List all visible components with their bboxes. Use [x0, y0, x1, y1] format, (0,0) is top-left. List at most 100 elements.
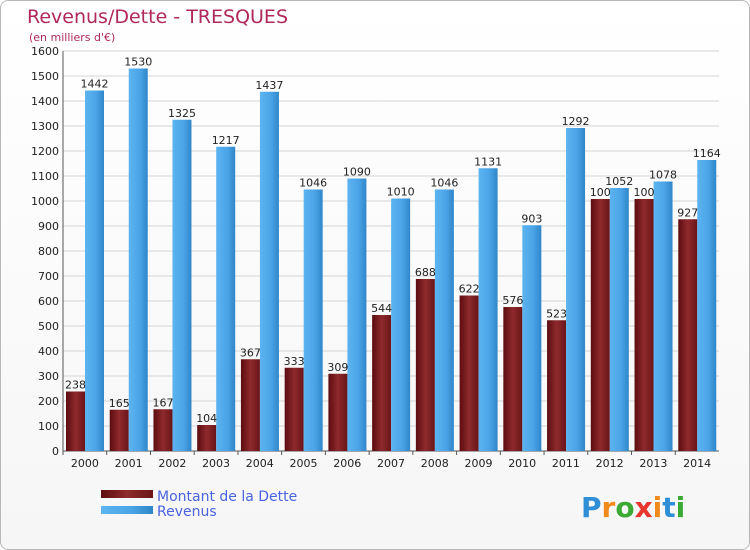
y-tick-label: 300 [38, 370, 59, 383]
chart-title: Revenus/Dette - TRESQUES [27, 6, 288, 28]
tick-labels: 0 100 200 300 400 500 600 700 800 900 1000 1100 1200… [31, 45, 711, 470]
data-label: 523 [546, 307, 567, 320]
data-label: 367 [240, 346, 261, 359]
x-tick-label: 2007 [377, 457, 405, 470]
x-tick-label: 2008 [421, 457, 449, 470]
bar-revenus [128, 68, 148, 451]
data-label: 544 [371, 302, 392, 315]
y-tick-label: 200 [38, 395, 59, 408]
data-label: 1530 [124, 56, 152, 69]
y-tick-label: 400 [38, 345, 59, 358]
y-tick-label: 1300 [31, 120, 59, 133]
bar-dette [66, 391, 85, 451]
bar-revenus [172, 119, 192, 451]
y-tick-label: 900 [38, 220, 59, 233]
bar-dette [372, 315, 392, 451]
y-tick-label: 600 [38, 295, 59, 308]
logo-letter: r [602, 491, 616, 524]
bar-revenus [522, 225, 542, 451]
bar-revenus [697, 160, 717, 451]
data-labels: 238 1442 165 1530 167 1325 104 1217 367 1437 333 10… [65, 56, 721, 426]
data-label: 1010 [387, 186, 415, 199]
data-label: 576 [502, 294, 523, 307]
data-label: 309 [327, 361, 348, 374]
x-tick-label: 2000 [71, 457, 99, 470]
x-tick-label: 2005 [290, 457, 318, 470]
data-label: 238 [65, 379, 86, 392]
bar-revenus [303, 189, 323, 451]
data-label: 104 [196, 412, 217, 425]
data-label: 333 [284, 355, 305, 368]
bar-dette [109, 409, 129, 451]
x-tick-label: 2013 [639, 457, 667, 470]
data-label: 1292 [562, 115, 590, 128]
y-tick-label: 800 [38, 245, 59, 258]
data-label: 100 [590, 186, 611, 199]
y-tick-label: 1400 [31, 95, 59, 108]
bar-revenus [347, 178, 367, 451]
bar-dette [197, 425, 217, 451]
bar-revenus [259, 91, 279, 451]
logo-letter: i [653, 491, 663, 524]
data-label: 100 [634, 186, 655, 199]
x-tick-label: 2011 [552, 457, 580, 470]
data-label: 1090 [343, 166, 371, 179]
legend: Montant de la Dette Revenus [101, 489, 297, 520]
y-tick-label: 500 [38, 320, 59, 333]
y-tick-label: 1500 [31, 70, 59, 83]
bar-revenus [653, 181, 673, 451]
bar-dette [459, 295, 479, 451]
logo-letter: x [635, 491, 653, 524]
bar-dette [590, 199, 610, 451]
y-tick-label: 700 [38, 270, 59, 283]
data-label: 1442 [81, 78, 109, 91]
data-label: 165 [109, 397, 130, 410]
x-tick-label: 2001 [115, 457, 143, 470]
bar-revenus [391, 198, 411, 451]
data-label: 1046 [430, 177, 458, 190]
data-label: 1131 [474, 155, 502, 168]
chart-subtitle: (en milliers d'€) [29, 31, 115, 44]
data-label: 1046 [299, 177, 327, 190]
logo-letter: o [615, 491, 634, 524]
bar-revenus [609, 188, 629, 451]
y-tick-label: 1100 [31, 170, 59, 183]
logo-letter: t [662, 491, 675, 524]
legend-label-revenus: Revenus [157, 504, 217, 520]
data-label: 167 [152, 396, 173, 409]
data-label: 903 [521, 212, 542, 225]
y-tick-label: 1200 [31, 145, 59, 158]
data-label: 1437 [255, 79, 283, 92]
legend-swatch-revenus [101, 506, 153, 514]
bar-dette [678, 219, 698, 451]
data-label: 1325 [168, 107, 196, 120]
x-tick-label: 2006 [333, 457, 361, 470]
bar-dette [153, 409, 173, 451]
data-label: 688 [415, 266, 436, 279]
bar-dette [547, 320, 567, 451]
logo-letter: i [676, 491, 686, 524]
data-label: 1052 [605, 175, 633, 188]
x-tick-label: 2010 [508, 457, 536, 470]
x-tick-label: 2003 [202, 457, 230, 470]
bar-dette [415, 279, 435, 451]
bar-revenus [478, 168, 498, 451]
y-tick-label: 1600 [31, 45, 59, 58]
data-label: 1164 [693, 147, 721, 160]
y-tick-label: 0 [52, 445, 59, 458]
bar-dette [634, 199, 654, 451]
data-label: 622 [459, 283, 480, 296]
x-tick-label: 2014 [683, 457, 711, 470]
data-label: 1078 [649, 169, 677, 182]
data-label: 927 [677, 206, 698, 219]
x-tick-label: 2002 [158, 457, 186, 470]
bar-revenus [85, 90, 104, 451]
bar-revenus [216, 146, 236, 451]
bar-dette [240, 359, 260, 451]
logo-letter: P [581, 491, 602, 524]
bar-revenus [566, 128, 586, 451]
bar-dette [284, 367, 304, 451]
bar-dette [328, 373, 348, 451]
